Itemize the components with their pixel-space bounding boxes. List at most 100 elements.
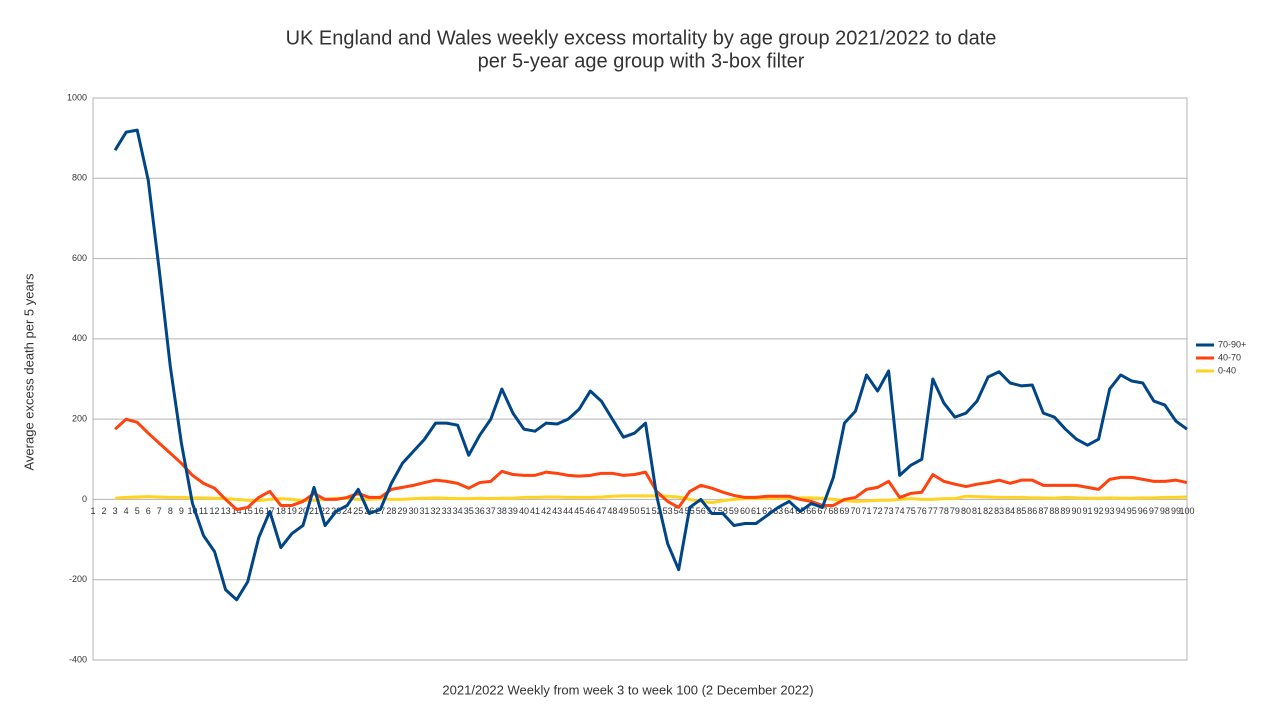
x-tick-label: 61	[751, 506, 761, 516]
x-tick-label: 69	[839, 506, 849, 516]
y-tick-label: 1000	[67, 92, 87, 102]
y-tick-label: -400	[69, 654, 87, 664]
x-tick-label: 79	[950, 506, 960, 516]
x-tick-label: 24	[342, 506, 352, 516]
x-tick-label: 46	[585, 506, 595, 516]
x-tick-label: 63	[773, 506, 783, 516]
x-tick-label: 71	[862, 506, 872, 516]
x-tick-label: 12	[210, 506, 220, 516]
x-tick-label: 93	[1105, 506, 1115, 516]
x-tick-label: 15	[243, 506, 253, 516]
x-tick-label: 13	[221, 506, 231, 516]
x-tick-label: 11	[199, 506, 208, 516]
x-tick-label: 76	[917, 506, 927, 516]
y-tick-label: 0	[82, 494, 87, 504]
x-tick-label: 82	[983, 506, 993, 516]
x-tick-label: 75	[906, 506, 916, 516]
x-tick-label: 56	[696, 506, 706, 516]
x-tick-label: 53	[663, 506, 673, 516]
x-tick-label: 41	[530, 506, 540, 516]
x-tick-label: 18	[276, 506, 286, 516]
x-tick-label: 50	[629, 506, 639, 516]
y-tick-label: -200	[69, 574, 87, 584]
x-tick-label: 68	[828, 506, 838, 516]
legend-label: 0-40	[1218, 365, 1236, 375]
x-tick-label: 40	[519, 506, 529, 516]
x-tick-label: 48	[607, 506, 617, 516]
legend-label: 70-90+	[1218, 339, 1246, 349]
x-tick-label: 1	[90, 506, 95, 516]
x-tick-label: 83	[994, 506, 1004, 516]
x-tick-label: 85	[1016, 506, 1026, 516]
x-tick-label: 31	[420, 506, 430, 516]
x-tick-label: 66	[806, 506, 816, 516]
x-tick-label: 51	[641, 506, 651, 516]
x-tick-label: 64	[784, 506, 794, 516]
x-tick-label: 87	[1038, 506, 1048, 516]
x-tick-label: 38	[497, 506, 507, 516]
x-tick-label: 73	[884, 506, 894, 516]
x-tick-label: 90	[1071, 506, 1081, 516]
x-tick-label: 29	[397, 506, 407, 516]
x-tick-label: 30	[408, 506, 418, 516]
x-tick-label: 36	[475, 506, 485, 516]
x-tick-label: 6	[146, 506, 151, 516]
series-line	[113, 128, 1188, 602]
x-axis-label: 2021/2022 Weekly from week 3 to week 100…	[442, 682, 813, 697]
x-tick-label: 92	[1094, 506, 1104, 516]
legend-label: 40-70	[1218, 352, 1241, 362]
y-tick-label: 600	[72, 253, 87, 263]
x-tick-label: 19	[287, 506, 297, 516]
x-tick-label: 4	[124, 506, 129, 516]
x-tick-label: 58	[718, 506, 728, 516]
chart-subtitle: per 5-year age group with 3-box filter	[478, 50, 805, 72]
x-tick-label: 20	[298, 506, 308, 516]
x-tick-label: 42	[541, 506, 551, 516]
x-tick-label: 21	[309, 506, 319, 516]
x-tick-label: 54	[674, 506, 684, 516]
x-tick-label: 5	[135, 506, 140, 516]
x-tick-label: 77	[928, 506, 938, 516]
x-tick-label: 98	[1160, 506, 1170, 516]
x-tick-label: 78	[939, 506, 949, 516]
x-tick-label: 39	[508, 506, 518, 516]
x-tick-label: 91	[1083, 506, 1093, 516]
x-tick-label: 34	[453, 506, 463, 516]
x-tick-label: 97	[1149, 506, 1159, 516]
x-tick-label: 59	[729, 506, 739, 516]
x-tick-label: 32	[431, 506, 441, 516]
x-tick-label: 52	[652, 506, 662, 516]
x-tick-label: 37	[486, 506, 496, 516]
y-axis-label: Average excess death per 5 years	[21, 273, 36, 471]
x-tick-label: 9	[179, 506, 184, 516]
y-tick-label: 400	[72, 333, 87, 343]
x-tick-label: 2	[102, 506, 107, 516]
x-tick-label: 62	[762, 506, 772, 516]
chart-title: UK England and Wales weekly excess morta…	[286, 27, 997, 49]
x-tick-label: 25	[353, 506, 363, 516]
x-tick-label: 60	[740, 506, 750, 516]
x-tick-label: 84	[1005, 506, 1015, 516]
x-tick-label: 96	[1138, 506, 1148, 516]
x-tick-label: 43	[552, 506, 562, 516]
x-tick-label: 99	[1171, 506, 1181, 516]
x-tick-label: 57	[707, 506, 717, 516]
x-tick-label: 3	[113, 506, 118, 516]
series-line	[114, 494, 1188, 505]
x-tick-label: 28	[386, 506, 396, 516]
x-tick-label: 94	[1116, 506, 1126, 516]
x-tick-label: 86	[1027, 506, 1037, 516]
x-tick-label: 16	[254, 506, 264, 516]
x-tick-label: 88	[1049, 506, 1059, 516]
x-tick-label: 67	[817, 506, 827, 516]
x-tick-label: 89	[1060, 506, 1070, 516]
x-tick-label: 80	[961, 506, 971, 516]
x-tick-label: 95	[1127, 506, 1137, 516]
series-line	[114, 417, 1188, 511]
y-tick-label: 200	[72, 414, 87, 424]
x-tick-label: 81	[972, 506, 982, 516]
x-tick-label: 22	[320, 506, 330, 516]
x-tick-label: 7	[157, 506, 162, 516]
x-tick-label: 72	[873, 506, 883, 516]
